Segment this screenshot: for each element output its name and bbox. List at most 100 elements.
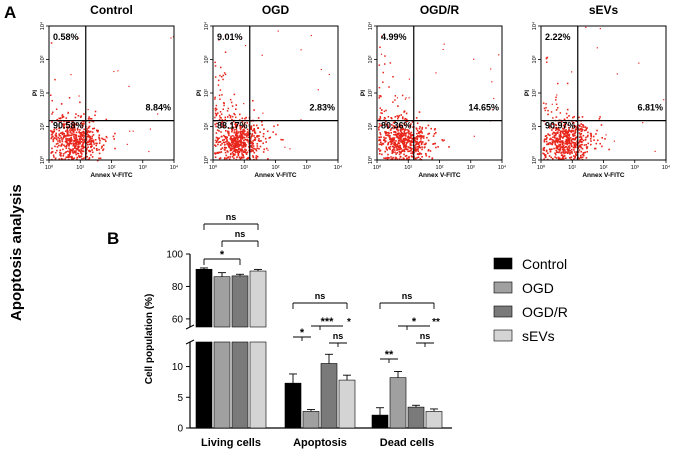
data-point: [425, 127, 427, 129]
data-point: [90, 154, 92, 156]
data-point: [223, 124, 225, 127]
data-point: [396, 143, 399, 146]
data-point: [220, 113, 223, 115]
data-point: [237, 154, 240, 157]
data-point: [250, 125, 253, 128]
data-point: [400, 114, 402, 116]
data-point: [574, 155, 577, 158]
y-tick-label: 10⁴: [39, 21, 46, 30]
data-point: [226, 116, 229, 118]
data-point: [235, 128, 238, 131]
data-point: [404, 155, 407, 157]
data-point: [86, 130, 88, 132]
data-point: [233, 142, 236, 145]
data-point: [573, 138, 575, 140]
data-point: [554, 143, 556, 145]
data-point: [239, 113, 241, 116]
x-tick-label: 10³: [467, 165, 475, 171]
data-point: [234, 126, 237, 128]
data-point: [570, 140, 573, 143]
side-title: Apoptosis analysis: [8, 184, 25, 321]
data-point: [543, 158, 545, 160]
data-point: [408, 140, 410, 142]
data-point: [83, 120, 85, 123]
data-point: [556, 127, 558, 129]
data-point: [80, 115, 82, 117]
y-tick-label: 0: [177, 424, 183, 435]
data-point: [586, 146, 589, 148]
data-point: [392, 137, 395, 140]
data-point: [397, 141, 400, 144]
data-point: [253, 151, 256, 154]
data-point: [239, 125, 242, 128]
data-point: [565, 129, 567, 131]
data-point: [557, 156, 560, 159]
data-point: [599, 116, 601, 118]
data-point: [88, 116, 90, 118]
data-point: [247, 141, 249, 143]
data-point: [71, 130, 74, 132]
data-point: [249, 140, 252, 142]
data-point: [264, 137, 267, 140]
data-point: [396, 115, 399, 117]
data-point: [584, 151, 586, 154]
significance-label: **: [385, 349, 394, 361]
data-point: [562, 141, 565, 144]
data-point: [80, 155, 83, 157]
data-point: [320, 68, 322, 71]
data-point: [233, 157, 235, 160]
data-point: [269, 136, 272, 139]
data-point: [66, 128, 69, 131]
data-point: [416, 129, 419, 132]
data-point: [569, 152, 571, 154]
quadrant-ul-label: 2.22%: [545, 32, 571, 42]
data-point: [394, 158, 397, 160]
data-point: [65, 137, 68, 140]
data-point: [251, 135, 253, 137]
significance-bracket: ns: [329, 331, 347, 347]
data-point: [384, 55, 386, 57]
data-point: [218, 79, 220, 82]
data-point: [250, 145, 252, 147]
data-point: [79, 101, 81, 104]
data-point: [66, 143, 69, 145]
data-point: [416, 141, 419, 143]
data-point: [594, 147, 597, 150]
data-point: [63, 120, 65, 123]
data-point: [91, 137, 93, 140]
data-point: [570, 148, 573, 151]
data-point: [65, 120, 67, 122]
data-point: [398, 153, 401, 156]
x-tick-label: 10⁰: [45, 164, 54, 171]
data-point: [231, 127, 234, 130]
data-point: [394, 133, 396, 136]
data-point: [553, 140, 555, 143]
data-point: [86, 128, 89, 130]
data-point: [405, 118, 408, 120]
data-point: [265, 147, 268, 150]
data-point: [73, 145, 76, 147]
data-point: [243, 103, 245, 105]
data-point: [268, 137, 271, 139]
data-point: [231, 118, 233, 121]
data-point: [551, 103, 553, 105]
data-point: [422, 137, 425, 139]
data-point: [70, 137, 72, 140]
data-point: [224, 116, 226, 119]
data-point: [237, 146, 240, 148]
data-point: [74, 116, 77, 119]
data-point: [393, 125, 396, 128]
data-point: [595, 142, 598, 145]
data-point: [237, 140, 240, 143]
data-point: [238, 139, 241, 142]
data-point: [227, 141, 230, 144]
data-point: [255, 157, 258, 160]
data-point: [408, 132, 411, 135]
bar: [195, 341, 213, 429]
data-point: [586, 135, 589, 138]
data-point: [229, 98, 232, 101]
data-point: [231, 151, 234, 154]
data-point: [78, 137, 81, 140]
data-point: [78, 146, 80, 148]
x-tick-label: 10³: [631, 165, 639, 171]
